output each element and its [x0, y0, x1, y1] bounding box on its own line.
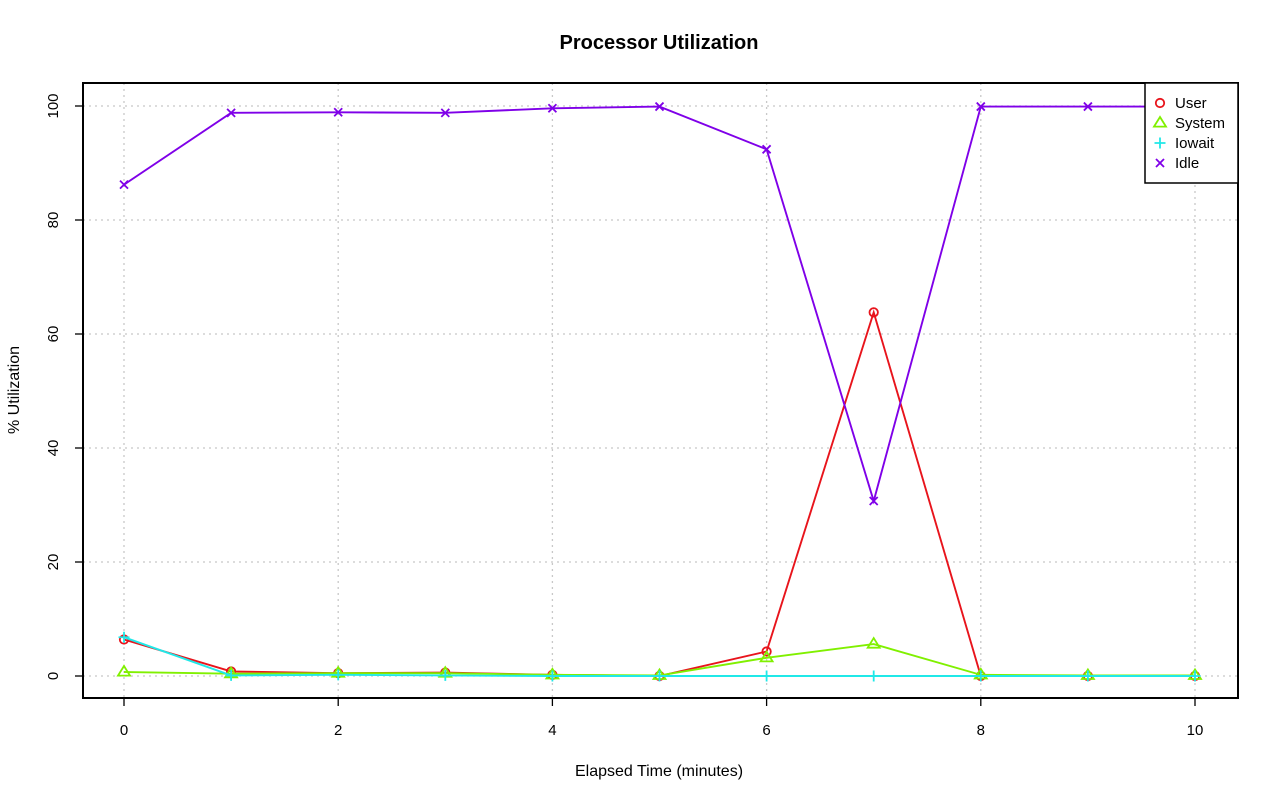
series-user	[118, 307, 1201, 682]
point-system	[116, 664, 132, 677]
series-line-user	[123, 309, 1195, 677]
y-tick-label: 0	[45, 672, 62, 680]
series-iowait	[118, 631, 1201, 682]
point-idle	[869, 496, 879, 506]
legend-marker-idle	[1155, 158, 1165, 168]
y-axis-label: % Utilization	[6, 346, 23, 434]
point-system	[758, 650, 775, 663]
point-iowait	[761, 670, 773, 682]
plot-frame	[82, 82, 1239, 699]
legend-label-iowait: Iowait	[1175, 135, 1215, 152]
legend: User System Iowait Idle	[1144, 82, 1239, 184]
x-tick-label: 0	[120, 722, 128, 739]
point-system	[866, 636, 882, 649]
point-idle	[1083, 101, 1093, 112]
x-tick-label: 10	[1187, 722, 1204, 739]
point-iowait	[118, 631, 130, 643]
series-line-idle	[123, 105, 1195, 505]
point-iowait	[654, 670, 665, 682]
legend-label-system: System	[1175, 115, 1225, 132]
x-tick-label: 4	[548, 722, 556, 739]
legend-marker-user	[1154, 97, 1166, 109]
legend-label-user: User	[1175, 95, 1207, 112]
legend-marker-system	[1152, 115, 1168, 128]
x-tick-label: 8	[977, 722, 985, 739]
y-tick-label: 20	[45, 554, 62, 571]
point-idle	[654, 101, 665, 112]
y-tick-label: 40	[45, 440, 62, 457]
point-user	[868, 307, 879, 318]
point-user	[761, 646, 772, 657]
point-idle	[119, 180, 129, 190]
point-idle	[547, 103, 558, 113]
y-tick-label: 80	[45, 212, 62, 229]
legend-label-idle: Idle	[1175, 155, 1199, 172]
y-tick-label: 60	[45, 326, 62, 343]
point-idle	[761, 144, 772, 154]
point-iowait	[1189, 670, 1201, 682]
x-axis-label: Elapsed Time (minutes)	[575, 763, 743, 780]
x-tick-label: 6	[762, 722, 770, 739]
point-idle	[976, 101, 986, 112]
point-iowait	[332, 669, 344, 681]
point-iowait	[868, 670, 880, 682]
legend-marker-iowait	[1154, 137, 1166, 149]
point-iowait	[975, 670, 987, 682]
point-iowait	[439, 669, 451, 681]
point-iowait	[1082, 670, 1094, 682]
grid	[83, 83, 1238, 698]
point-idle	[226, 108, 236, 118]
y-tick-label: 100	[45, 93, 62, 118]
chart-title: Processor Utilization	[560, 32, 759, 54]
point-iowait	[546, 670, 558, 682]
series-layer	[116, 101, 1203, 682]
point-iowait	[225, 669, 237, 681]
point-idle	[440, 108, 450, 118]
x-tick-label: 2	[334, 722, 342, 739]
series-idle	[119, 101, 1200, 506]
point-idle	[333, 107, 343, 117]
